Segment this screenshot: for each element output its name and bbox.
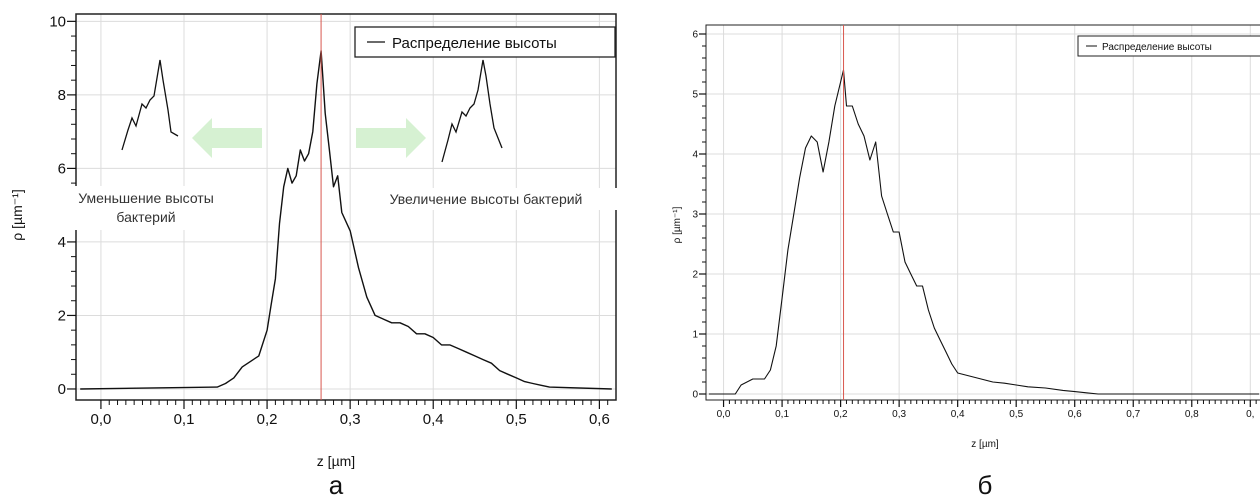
x-tick-label: 0,4 bbox=[951, 409, 965, 420]
plot-frame-b bbox=[705, 24, 1260, 401]
x-tick-label: 0,4 bbox=[423, 411, 444, 428]
x-tick-label: 0,2 bbox=[257, 411, 278, 428]
x-tick-label: 0,7 bbox=[1126, 409, 1140, 420]
x-tick-label: 0, bbox=[1246, 409, 1254, 420]
mini-peak-icon-right bbox=[441, 59, 503, 163]
y-tick-label: 1 bbox=[692, 330, 698, 341]
mini-peak-icon-left bbox=[121, 59, 179, 151]
grid-b bbox=[706, 25, 1260, 400]
y-tick-label: 3 bbox=[692, 210, 698, 221]
panel-label-b: б bbox=[978, 470, 993, 500]
series-line bbox=[80, 50, 612, 390]
legend-b: Распределение высоты bbox=[1077, 35, 1260, 57]
x-axis-title-b: z [µm] bbox=[971, 439, 999, 450]
series-a bbox=[80, 14, 612, 400]
annotation-icons-a bbox=[121, 59, 503, 163]
y-tick-label: 2 bbox=[58, 308, 66, 325]
x-tick-label: 0,8 bbox=[1185, 409, 1199, 420]
series-line bbox=[708, 69, 1260, 395]
y-tick-label: 4 bbox=[58, 234, 66, 251]
y-tick-label: 4 bbox=[692, 150, 698, 161]
x-tick-label: 0,6 bbox=[1068, 409, 1082, 420]
y-tick-label: 5 bbox=[692, 90, 698, 101]
x-tick-label: 0,6 bbox=[589, 411, 610, 428]
x-tick-label: 0,0 bbox=[717, 409, 731, 420]
y-tick-label: 8 bbox=[58, 87, 66, 104]
x-tick-label: 0,2 bbox=[834, 409, 848, 420]
y-tick-label: 2 bbox=[692, 270, 698, 281]
arrow-left-icon bbox=[192, 118, 262, 158]
y-tick-label: 6 bbox=[692, 30, 698, 41]
x-tick-label: 0,1 bbox=[174, 411, 195, 428]
panel-label-a: a bbox=[329, 470, 344, 500]
x-tick-label: 0,5 bbox=[1009, 409, 1023, 420]
x-tick-label: 0,3 bbox=[340, 411, 361, 428]
y-tick-label: 0 bbox=[58, 381, 66, 398]
ticks-a: 0,0 0,1 0,2 0,3 0,4 0,5 0,6 0 2 4 6 8 10 bbox=[49, 14, 610, 428]
series-b bbox=[708, 25, 1260, 400]
legend-label-b: Распределение высоты bbox=[1102, 42, 1212, 53]
annotation-bg-left bbox=[58, 186, 236, 230]
x-tick-label: 0,5 bbox=[506, 411, 527, 428]
annotation-bg-right bbox=[354, 188, 618, 210]
x-tick-label: 0,0 bbox=[90, 411, 111, 428]
x-axis-title-a: z [µm] bbox=[317, 453, 355, 469]
x-tick-label: 0,1 bbox=[775, 409, 789, 420]
y-tick-label: 6 bbox=[58, 161, 66, 178]
y-axis-title-a: ρ [µm⁻¹] bbox=[9, 189, 25, 240]
y-tick-label: 10 bbox=[49, 14, 66, 31]
annotation-left-line2: бактерий bbox=[116, 209, 175, 225]
legend-a: Распределение высоты bbox=[354, 26, 616, 58]
y-axis-title-b: ρ [µm⁻¹] bbox=[672, 206, 683, 243]
annotation-right: Увеличение высоты бактерий bbox=[390, 191, 583, 207]
x-tick-label: 0,3 bbox=[892, 409, 906, 420]
annotation-left-line1: Уменьшение высоты bbox=[78, 190, 214, 206]
legend-label-a: Распределение высоты bbox=[392, 35, 557, 52]
y-tick-label: 0 bbox=[692, 390, 698, 401]
chart-panel-a: 0,0 0,1 0,2 0,3 0,4 0,5 0,6 0 2 4 6 8 10 Уменьшение … bbox=[9, 13, 618, 500]
arrow-right-icon bbox=[356, 118, 426, 158]
